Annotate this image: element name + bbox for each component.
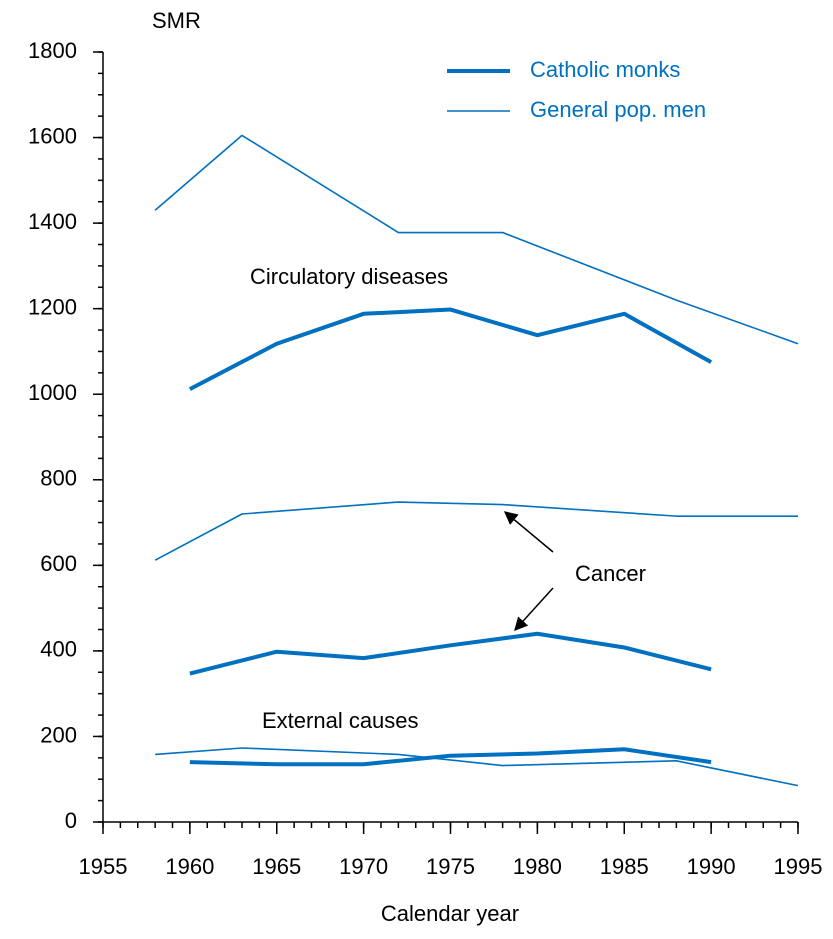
y-tick-label: 1600 bbox=[28, 123, 77, 148]
y-axis-label: SMR bbox=[152, 8, 201, 33]
annotation: Cancer bbox=[575, 561, 646, 586]
x-tick-label: 1970 bbox=[339, 854, 388, 879]
x-tick-label: 1990 bbox=[687, 854, 736, 879]
annotation: Circulatory diseases bbox=[250, 264, 448, 289]
y-tick-label: 1400 bbox=[28, 209, 77, 234]
y-tick-label: 600 bbox=[40, 551, 77, 576]
x-tick-label: 1975 bbox=[426, 854, 475, 879]
x-tick-label: 1980 bbox=[513, 854, 562, 879]
y-tick-label: 0 bbox=[65, 808, 77, 833]
arrow bbox=[503, 511, 554, 553]
y-tick-label: 800 bbox=[40, 466, 77, 491]
series-line bbox=[189, 747, 712, 767]
annotation: External causes bbox=[262, 708, 419, 733]
x-tick-label: 1955 bbox=[79, 854, 128, 879]
legend-label: General pop. men bbox=[530, 97, 706, 122]
y-tick-label: 1800 bbox=[28, 38, 77, 63]
series-line bbox=[155, 747, 799, 787]
legend-label: Catholic monks bbox=[530, 57, 680, 82]
series-line bbox=[189, 631, 712, 676]
y-tick-label: 1000 bbox=[28, 380, 77, 405]
y-tick-label: 1200 bbox=[28, 294, 77, 319]
x-axis-label: Calendar year bbox=[381, 901, 519, 926]
series-line bbox=[188, 307, 713, 391]
x-tick-label: 1985 bbox=[600, 854, 649, 879]
series-line bbox=[154, 134, 799, 345]
x-tick-label: 1960 bbox=[165, 854, 214, 879]
y-tick-label: 400 bbox=[40, 637, 77, 662]
y-tick-label: 200 bbox=[40, 722, 77, 747]
arrow bbox=[514, 587, 554, 632]
x-tick-label: 1965 bbox=[252, 854, 301, 879]
series-line bbox=[154, 501, 798, 561]
x-tick-label: 1995 bbox=[774, 854, 823, 879]
